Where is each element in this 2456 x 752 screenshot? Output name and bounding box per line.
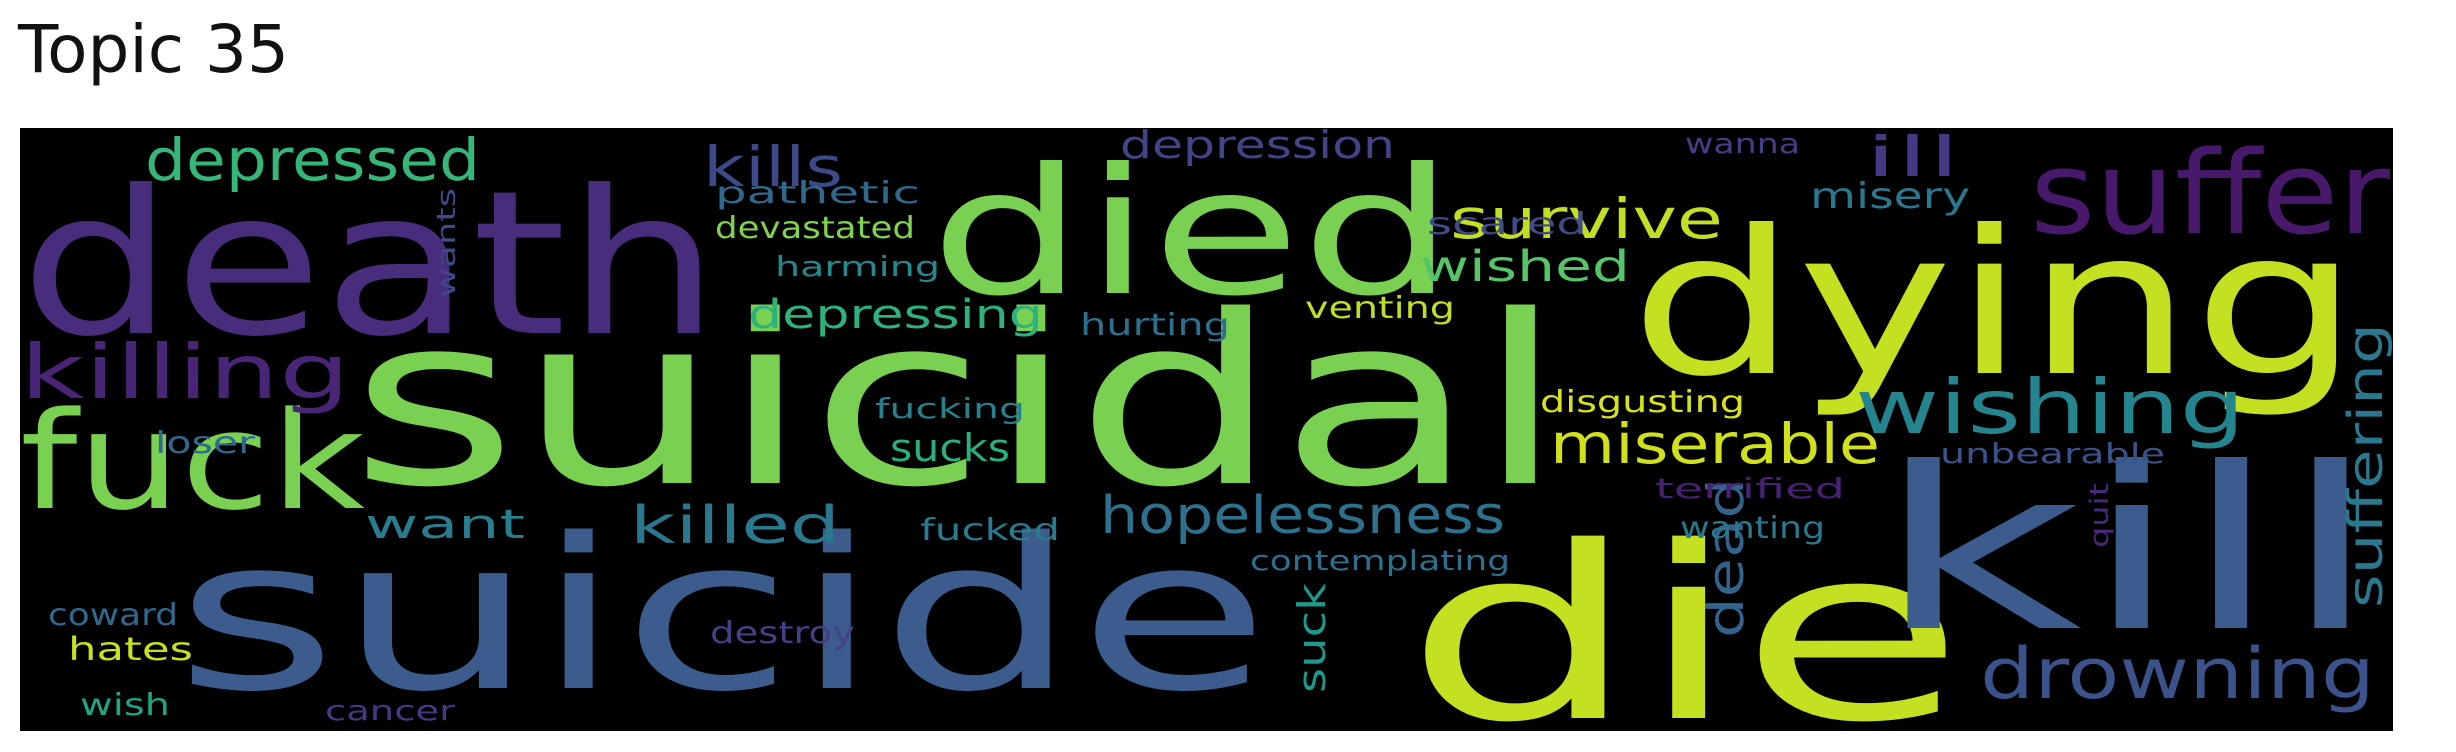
page-title: Topic 35 [18,11,289,88]
word-scared: scared [1427,207,1587,242]
word-fucking: fucking [875,392,1025,425]
word-destroy: destroy [710,616,855,651]
word-depressing: depressing [748,292,1043,338]
word-died: died [930,132,1455,335]
word-suffering: suffering [2338,323,2393,608]
word-unbearable: unbearable [1940,437,2165,470]
word-killing: killing [20,328,350,416]
word-die: die [1405,495,1965,731]
word-suicide: suicide [175,493,1270,731]
word-death: death [20,148,720,381]
word-wished: wished [1420,242,1630,292]
word-hurting: hurting [1080,308,1230,343]
word-ill: ill [1865,128,1960,189]
word-kills: kills [703,135,843,199]
word-killed: killed [630,496,840,556]
word-suicidal: suicidal [350,266,1565,539]
word-cloud: suicidal suicide death died dying die kill suff… [20,128,2393,731]
word-depression: depression [1120,128,1395,167]
word-hopelessness: hopelessness [1100,486,1505,546]
word-suffer: suffer [2030,128,2391,261]
word-venting: venting [1305,291,1455,326]
word-cancer: cancer [325,694,456,727]
word-wanna: wanna [1685,128,1800,160]
word-coward: coward [48,598,178,633]
word-dying: dying [1630,188,2360,421]
word-fucked: fucked [920,513,1060,548]
word-contemplating: contemplating [1250,544,1510,577]
word-hates: hates [68,630,193,668]
word-fuck: fuck [20,383,365,540]
word-pathetic: pathetic [715,176,920,211]
word-wants: wants [432,188,462,298]
word-devastated: devastated [715,211,915,246]
word-terrified: terrified [1655,472,1845,505]
word-loser: loser [155,426,256,461]
word-wanting: wanting [1680,511,1825,546]
word-wish: wish [80,688,170,723]
word-harming: harming [775,250,940,283]
word-wishing: wishing [1855,363,2245,451]
word-survive: survive [1450,187,1723,251]
word-depressed: depressed [145,128,480,194]
word-miserable: miserable [1550,412,1880,476]
word-dead: dead [1697,478,1755,638]
word-want: want [365,502,525,548]
word-quit: quit [2085,483,2115,548]
word-disgusting: disgusting [1540,385,1745,420]
word-misery: misery [1810,176,1970,217]
word-sucks: sucks [890,426,1010,470]
word-kill: kill [1875,420,2380,682]
word-drowning: drowning [1980,633,2375,715]
word-suck: suck [1290,583,1334,693]
